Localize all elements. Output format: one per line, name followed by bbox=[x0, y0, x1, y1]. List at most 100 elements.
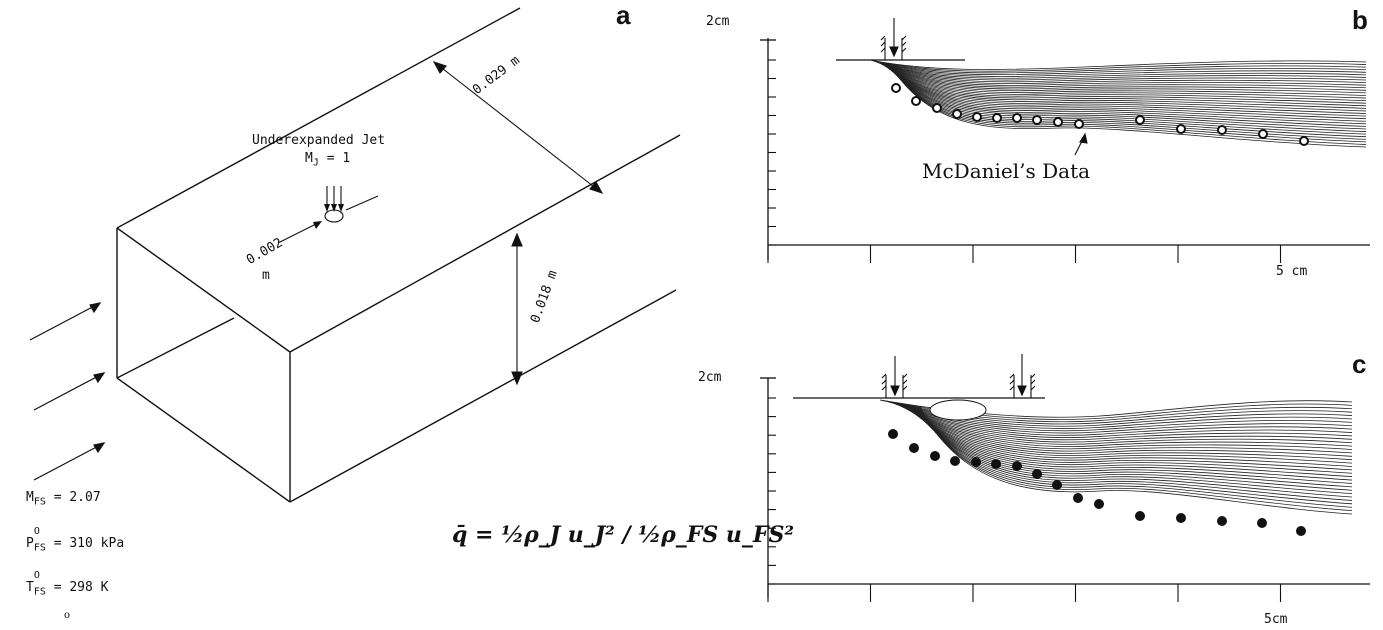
data-point bbox=[992, 113, 1002, 123]
panel-b-x-label: 5 cm bbox=[1276, 264, 1308, 279]
panel-c-y-ticks bbox=[768, 397, 776, 585]
jet-mach-sub: J bbox=[312, 157, 319, 169]
panel-b-injector-marker bbox=[880, 18, 907, 60]
condition-value: = 2.07 bbox=[53, 490, 101, 505]
contour-line bbox=[872, 60, 1367, 79]
duct-top-back-edge bbox=[116, 7, 521, 229]
freestream-arrows bbox=[29, 302, 106, 481]
contour-line bbox=[874, 60, 1367, 85]
data-point bbox=[1074, 119, 1084, 129]
duct-hidden-bottom-edge bbox=[116, 317, 235, 379]
contour-line bbox=[896, 402, 1353, 450]
data-point bbox=[932, 103, 942, 113]
panel-c-label: c bbox=[1352, 349, 1367, 379]
contour-line bbox=[872, 60, 1367, 77]
contour-line bbox=[877, 61, 1367, 94]
contour-line bbox=[895, 402, 1353, 447]
contour-line bbox=[890, 401, 1353, 438]
contour-line bbox=[908, 404, 1353, 484]
mcdaniel-data-label: McDaniel’s Data bbox=[922, 159, 1091, 183]
contour-line bbox=[894, 401, 1353, 445]
data-point bbox=[1094, 499, 1104, 509]
contour-line bbox=[912, 404, 1353, 495]
dynamic-pressure-formula: q̄ = ½ρ_J u_J² / ½ρ_FS u_FS² bbox=[452, 522, 795, 548]
contour-line bbox=[878, 61, 1367, 102]
panel-b-data-points bbox=[891, 83, 1309, 146]
data-point bbox=[1073, 493, 1083, 503]
data-point bbox=[1176, 513, 1186, 523]
data-point bbox=[909, 443, 919, 453]
contour-line bbox=[875, 60, 1367, 89]
contour-line bbox=[887, 400, 1353, 432]
data-point bbox=[1052, 480, 1062, 490]
contour-line bbox=[889, 401, 1353, 436]
data-point bbox=[1299, 136, 1309, 146]
panel-c-data-points bbox=[888, 429, 1306, 536]
data-point bbox=[1032, 115, 1042, 125]
data-point bbox=[1176, 124, 1186, 134]
contour-line bbox=[873, 60, 1367, 81]
data-point bbox=[1135, 115, 1145, 125]
panel-c-x-label: 5cm bbox=[1264, 612, 1288, 627]
condition-sub: FS bbox=[33, 586, 46, 598]
contour-line bbox=[900, 402, 1353, 461]
contour-line bbox=[881, 62, 1367, 112]
contour-line bbox=[916, 405, 1353, 505]
data-point bbox=[1217, 125, 1227, 135]
panel-c-injector-marker-2 bbox=[1009, 354, 1036, 398]
contour-line bbox=[885, 62, 1367, 130]
contour-line bbox=[880, 61, 1367, 109]
data-point bbox=[991, 459, 1001, 469]
panel-c-injector-marker-1 bbox=[881, 356, 908, 398]
condition-sup: O bbox=[33, 526, 40, 537]
data-point bbox=[1012, 113, 1022, 123]
condition-temperature: T O FS = 298 K bbox=[26, 570, 109, 598]
contour-line bbox=[913, 404, 1353, 498]
panel-c-x-ticks bbox=[767, 584, 1282, 602]
data-point bbox=[1257, 518, 1267, 528]
injector-arrowheads bbox=[313, 204, 344, 229]
mcdaniel-pointer bbox=[1074, 132, 1088, 156]
data-point bbox=[1296, 526, 1306, 536]
contour-line bbox=[914, 405, 1353, 501]
panel-b-label: b bbox=[1352, 5, 1368, 35]
contour-line bbox=[871, 59, 1367, 76]
condition-sup: O bbox=[33, 570, 40, 581]
contour-line bbox=[879, 61, 1367, 104]
stray-mark: o bbox=[64, 610, 71, 621]
contour-line bbox=[882, 62, 1367, 117]
duct-bottom-front-edge bbox=[289, 289, 677, 503]
contour-line bbox=[919, 405, 1353, 515]
condition-symbol: T bbox=[26, 580, 34, 595]
jet-mach-value: = 1 bbox=[326, 151, 351, 166]
data-point bbox=[930, 451, 940, 461]
contour-line bbox=[888, 400, 1353, 434]
contour-line bbox=[917, 405, 1353, 508]
contour-line bbox=[906, 403, 1353, 478]
contour-line bbox=[870, 59, 1367, 72]
jet-mach-symbol: M bbox=[305, 151, 313, 166]
panel-b-x-ticks bbox=[767, 245, 1282, 263]
contour-line bbox=[897, 402, 1353, 454]
contour-line bbox=[902, 403, 1353, 467]
data-point bbox=[1217, 516, 1227, 526]
data-point bbox=[1012, 461, 1022, 471]
contour-line bbox=[883, 62, 1367, 122]
contour-line bbox=[880, 61, 1367, 107]
contour-line bbox=[884, 62, 1367, 125]
contour-line bbox=[905, 403, 1353, 474]
contour-line bbox=[907, 403, 1353, 481]
condition-value: = 310 kPa bbox=[53, 536, 125, 551]
contour-line bbox=[876, 60, 1367, 91]
contour-line bbox=[911, 404, 1353, 491]
contour-line bbox=[877, 61, 1367, 96]
jet-title: Underexpanded Jet bbox=[252, 133, 386, 148]
data-point bbox=[952, 109, 962, 119]
contour-line bbox=[883, 62, 1367, 120]
contour-line bbox=[893, 401, 1353, 443]
data-point bbox=[1258, 129, 1268, 139]
contour-line bbox=[889, 63, 1367, 148]
condition-symbol: P bbox=[26, 536, 34, 551]
